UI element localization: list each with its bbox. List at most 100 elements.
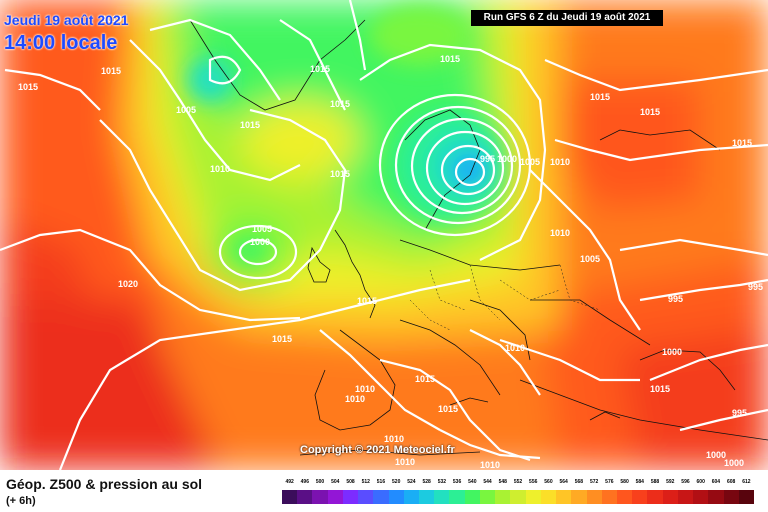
legend-swatch <box>419 490 435 504</box>
forecast-time: 14:00 locale <box>4 32 118 54</box>
legend-swatch <box>616 490 633 504</box>
color-scale-legend: 492 496 500 504 508 512 516 520 524 528 532 536 540 5… <box>282 478 754 506</box>
legend-swatch <box>510 490 526 504</box>
borders <box>409 264 601 331</box>
pressure-label: 1015 <box>732 138 752 148</box>
pressure-label: 1010 <box>550 157 570 167</box>
legend-swatch <box>677 490 694 504</box>
pressure-label: 1010 <box>102 14 122 24</box>
legend-value: 552 <box>513 479 523 485</box>
legend-value: 608 <box>726 479 736 485</box>
legend-value: 548 <box>498 479 507 485</box>
legend-value: 536 <box>452 479 462 485</box>
legend-value: 584 <box>635 479 644 485</box>
legend-swatch <box>571 490 587 504</box>
legend-value: 524 <box>407 479 416 485</box>
pressure-labels: 1015 1010 1015 1015 1005 1015 1015 1015 … <box>18 14 763 470</box>
legend-swatch <box>632 490 648 504</box>
legend-value: 540 <box>468 479 477 485</box>
pressure-label: 995 <box>668 294 683 304</box>
legend-value: 600 <box>696 479 705 485</box>
legend-value: 504 <box>331 479 340 485</box>
legend-value: 528 <box>422 479 431 485</box>
legend-value: 568 <box>574 479 584 485</box>
pressure-label: 1000 <box>724 458 744 468</box>
pressure-label: 1000 <box>250 237 270 247</box>
pressure-label: 1000 <box>662 347 682 357</box>
legend-value: 520 <box>392 479 401 485</box>
forecast-date: Jeudi 19 août 2021 <box>4 12 129 28</box>
pressure-label: 1010 <box>505 343 525 353</box>
pressure-label: 1010 <box>345 394 365 404</box>
legend-value: 560 <box>544 479 553 485</box>
map-title: Géop. Z500 & pression au sol <box>6 476 203 492</box>
legend-swatch <box>434 490 450 504</box>
pressure-label: 1010 <box>384 434 404 444</box>
forecast-step: (+ 6h) <box>6 495 36 507</box>
legend-swatch <box>708 490 724 504</box>
pressure-label: 1015 <box>330 169 350 179</box>
pressure-label: 1015 <box>310 64 330 74</box>
legend-value: 496 <box>300 479 309 485</box>
pressure-label: 1015 <box>357 296 377 306</box>
pressure-label: 1015 <box>590 92 610 102</box>
pressure-label: 1000 <box>497 154 517 164</box>
pressure-label: 1015 <box>18 82 38 92</box>
legend-value: 588 <box>650 479 660 485</box>
pressure-label: 1020 <box>118 279 138 289</box>
legend-swatch <box>693 490 709 504</box>
pressure-label: 1010 <box>395 457 415 467</box>
pressure-label: 995 <box>480 154 495 164</box>
weather-map: 1015 1010 1015 1015 1005 1015 1015 1015 … <box>0 0 768 470</box>
pressure-label: 1005 <box>520 157 540 167</box>
isobars <box>0 0 768 470</box>
pressure-label: 1010 <box>355 384 375 394</box>
legend-swatch <box>297 490 313 504</box>
legend-value: 604 <box>711 479 721 485</box>
legend-swatch <box>723 490 739 504</box>
pressure-label: 1015 <box>640 107 660 117</box>
legend-value: 556 <box>529 479 538 485</box>
pressure-label: 1015 <box>650 384 670 394</box>
pressure-label: 1010 <box>550 228 570 238</box>
pressure-label: 1015 <box>438 404 458 414</box>
pressure-label: 1005 <box>176 105 196 115</box>
legend-swatch <box>601 490 617 504</box>
legend-swatch <box>556 490 572 504</box>
legend-value: 596 <box>681 479 690 485</box>
legend-swatch <box>495 490 511 504</box>
legend-value: 564 <box>559 479 568 485</box>
pressure-label: 1015 <box>330 99 350 109</box>
legend-swatch <box>662 490 678 504</box>
legend-value: 492 <box>285 479 294 485</box>
pressure-label: 1015 <box>240 120 260 130</box>
legend-swatch <box>525 490 541 504</box>
legend-swatch <box>738 490 754 504</box>
legend-swatch <box>540 490 557 504</box>
pressure-label: 1010 <box>210 164 230 174</box>
legend-swatch <box>586 490 602 504</box>
legend-value: 612 <box>742 479 751 485</box>
pressure-label: 1015 <box>101 66 121 76</box>
pressure-label: 1015 <box>440 54 460 64</box>
legend-value: 572 <box>589 479 599 485</box>
map-canvas: 1015 1010 1015 1015 1005 1015 1015 1015 … <box>0 0 768 470</box>
model-run-label: Run GFS 6 Z du Jeudi 19 août 2021 <box>471 10 663 26</box>
legend-swatch <box>312 490 328 504</box>
legend-value: 592 <box>666 479 675 485</box>
legend-swatch <box>342 490 359 504</box>
pressure-label: 1015 <box>415 374 435 384</box>
legend-swatch <box>403 490 420 504</box>
legend-value: 576 <box>605 479 614 485</box>
legend-swatch <box>388 490 404 504</box>
pressure-label: 1005 <box>252 224 272 234</box>
legend-swatch <box>479 490 496 504</box>
legend-swatch <box>358 490 374 504</box>
legend-swatch <box>464 490 480 504</box>
legend-swatch <box>373 490 389 504</box>
pressure-label: 1000 <box>706 450 726 460</box>
legend-value: 508 <box>346 479 355 485</box>
legend-swatch <box>647 490 663 504</box>
pressure-label: 1005 <box>580 254 600 264</box>
legend-swatch <box>327 490 343 504</box>
